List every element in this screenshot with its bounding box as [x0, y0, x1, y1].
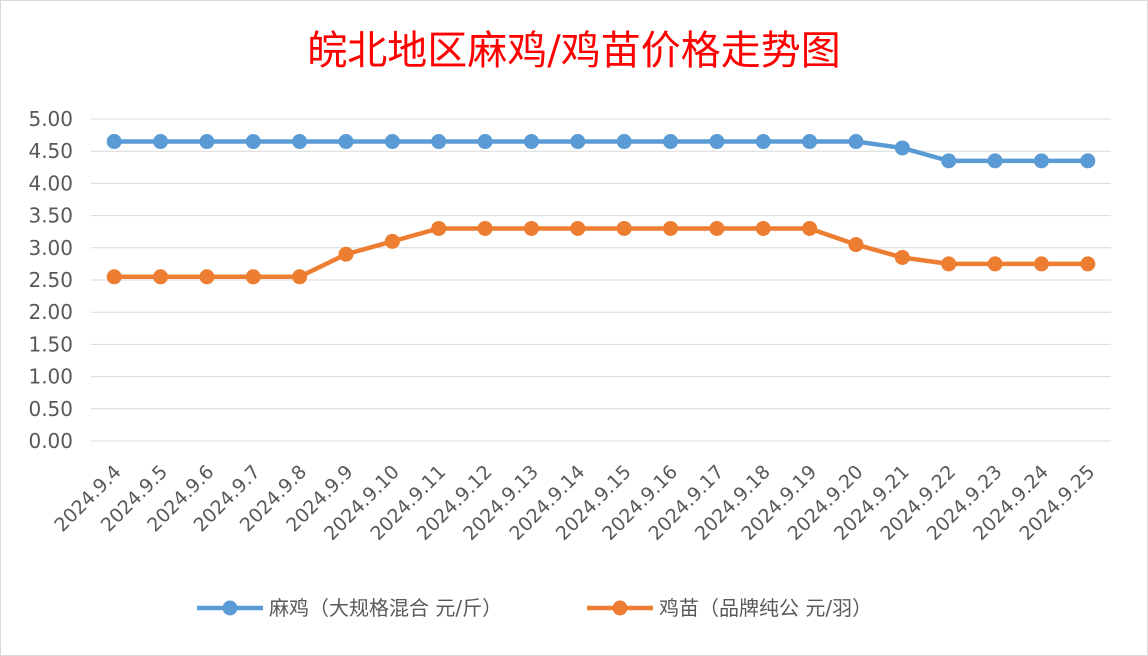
data-point — [709, 134, 725, 150]
data-point — [153, 134, 169, 150]
data-point — [709, 220, 725, 236]
data-point — [338, 246, 354, 262]
data-point — [338, 134, 354, 150]
y-tick-label: 0.00 — [28, 429, 73, 453]
series-0 — [106, 134, 1096, 169]
y-tick-label: 3.50 — [28, 204, 73, 228]
data-point — [616, 220, 632, 236]
data-point — [802, 220, 818, 236]
data-point — [802, 134, 818, 150]
data-point — [431, 134, 447, 150]
data-point — [755, 220, 771, 236]
data-point — [477, 134, 493, 150]
y-tick-label: 0.50 — [28, 397, 73, 421]
data-point — [523, 134, 539, 150]
data-point — [153, 269, 169, 285]
legend-label: 麻鸡（大规格混合 元/斤） — [269, 596, 502, 620]
data-point — [570, 134, 586, 150]
legend-label: 鸡苗（品牌纯公 元/羽） — [659, 596, 872, 620]
y-axis-ticks: 0.00 0.50 1.00 1.50 2.00 2.50 3.00 3.50 4.00 4.50… — [28, 107, 73, 453]
y-tick-label: 4.50 — [28, 139, 73, 163]
data-point — [941, 153, 957, 169]
data-point — [570, 220, 586, 236]
data-point — [848, 237, 864, 253]
data-point — [663, 220, 679, 236]
data-point — [106, 134, 122, 150]
legend-swatch-marker — [612, 600, 628, 616]
data-point — [431, 220, 447, 236]
data-point — [848, 134, 864, 150]
data-point — [987, 256, 1003, 272]
data-point — [894, 249, 910, 265]
data-point — [292, 269, 308, 285]
legend-swatch-marker — [222, 600, 238, 616]
data-point — [1080, 153, 1096, 169]
data-point — [245, 134, 261, 150]
legend-item: 鸡苗（品牌纯公 元/羽） — [587, 596, 872, 620]
y-tick-label: 3.00 — [28, 236, 73, 260]
y-tick-label: 2.00 — [28, 300, 73, 324]
series-lines — [106, 134, 1096, 285]
series-line — [111, 139, 1091, 164]
data-point — [106, 269, 122, 285]
data-point — [384, 233, 400, 249]
data-point — [1033, 153, 1049, 169]
data-point — [384, 134, 400, 150]
data-point — [245, 269, 261, 285]
x-axis-ticks: 2024.9.42024.9.52024.9.62024.9.72024.9.8… — [50, 461, 1099, 545]
data-point — [1080, 256, 1096, 272]
gridlines — [91, 118, 1111, 442]
data-point — [1033, 256, 1049, 272]
data-point — [199, 269, 215, 285]
series-1 — [106, 220, 1096, 285]
data-point — [477, 220, 493, 236]
data-point — [663, 134, 679, 150]
legend: 麻鸡（大规格混合 元/斤） 鸡苗（品牌纯公 元/羽） — [197, 596, 872, 620]
y-tick-label: 4.00 — [28, 171, 73, 195]
data-point — [292, 134, 308, 150]
data-point — [755, 134, 771, 150]
data-point — [616, 134, 632, 150]
y-tick-label: 2.50 — [28, 268, 73, 292]
data-point — [941, 256, 957, 272]
data-point — [987, 153, 1003, 169]
data-point — [199, 134, 215, 150]
data-point — [523, 220, 539, 236]
legend-item: 麻鸡（大规格混合 元/斤） — [197, 596, 502, 620]
y-tick-label: 1.50 — [28, 332, 73, 356]
y-tick-label: 5.00 — [28, 107, 73, 131]
data-point — [894, 140, 910, 156]
series-line — [111, 226, 1091, 280]
y-tick-label: 1.00 — [28, 365, 73, 389]
chart-title: 皖北地区麻鸡/鸡苗价格走势图 — [307, 28, 840, 74]
